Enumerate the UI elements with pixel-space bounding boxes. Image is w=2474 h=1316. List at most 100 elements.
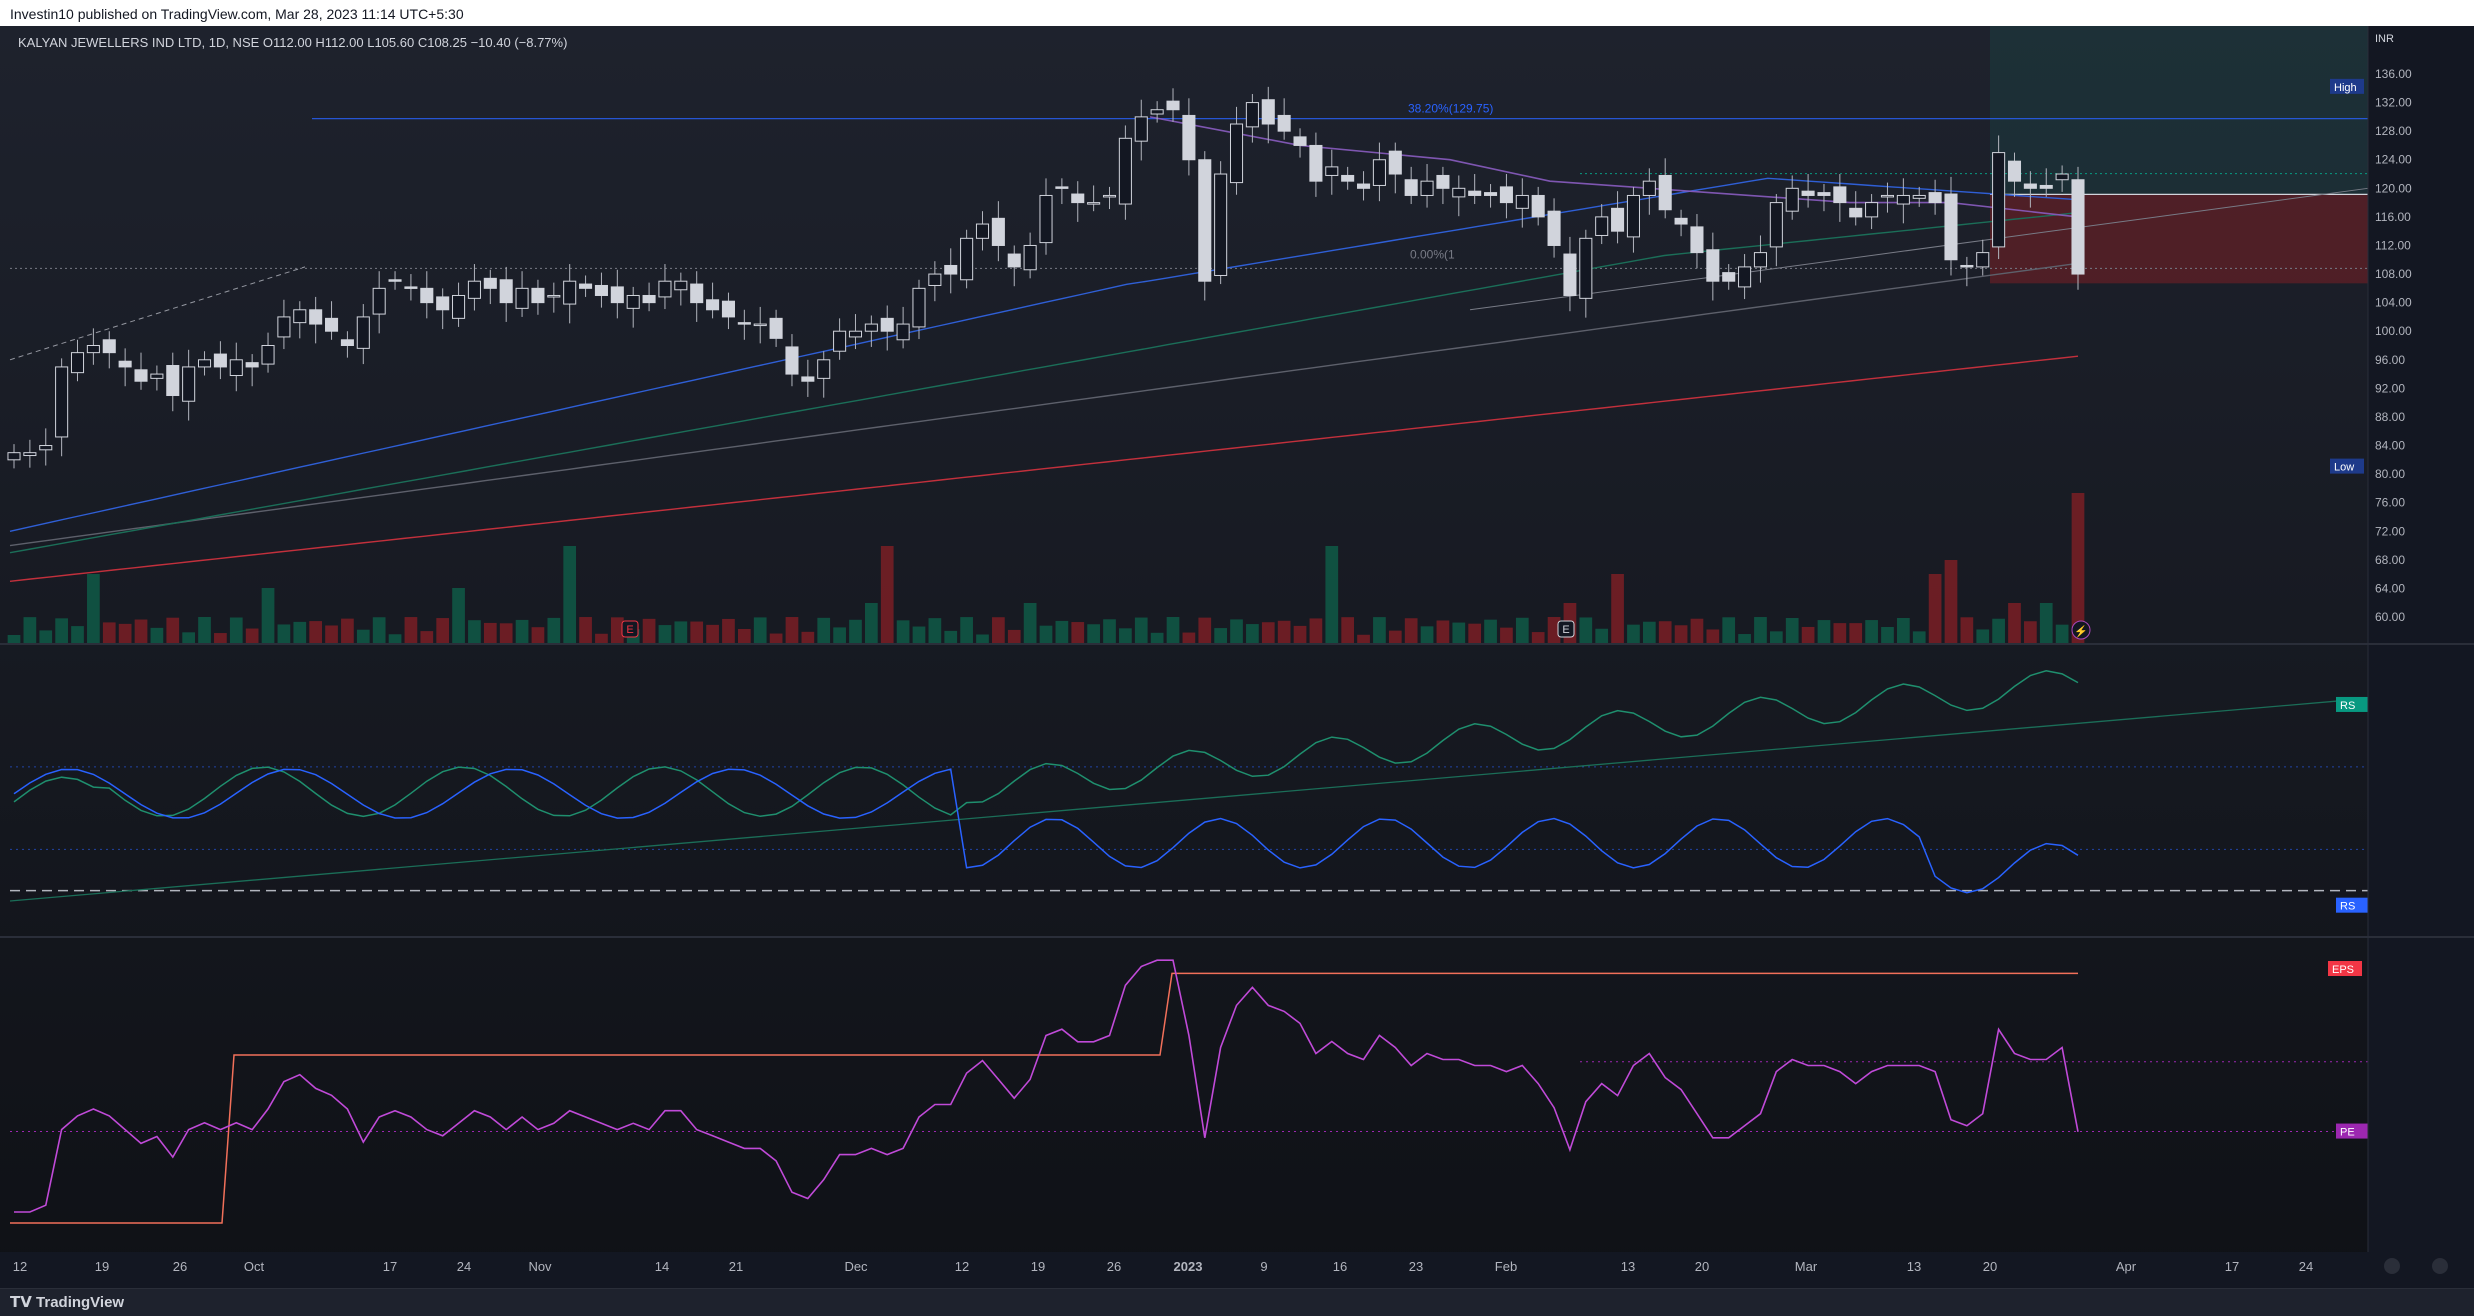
volume-bar [579,617,592,643]
candle-body [1293,136,1307,146]
candle-body [118,360,132,368]
candle-body [1118,137,1132,205]
flash-icon-label: ⚡ [2074,625,2088,638]
volume-bar [1500,627,1513,643]
candle-body [1690,226,1704,254]
candle-body [833,330,847,352]
volume-bar [372,617,386,643]
candle-body [293,309,307,324]
candle-body [737,322,751,325]
candle-body [1166,100,1180,111]
candle-body [436,296,450,311]
candle-body [1928,192,1942,204]
price-axis-bg [2368,26,2474,1288]
candle-body [1531,194,1545,218]
candle-body [563,280,577,305]
time-tick: 20 [1695,1259,1709,1274]
candle-body [452,294,466,319]
candle-body [1769,202,1783,248]
candle-body [658,280,672,298]
volume-bar [1023,603,1037,643]
volume-bar [944,630,958,643]
volume-bar [452,588,465,643]
candle-body [1182,114,1196,161]
candle-body [975,223,990,239]
volume-bar [1007,629,1021,643]
volume-bar [1642,621,1656,643]
candle-body [245,362,259,368]
candle-body [39,445,53,451]
fib-382-label: 38.20%(129.75) [1408,102,1493,116]
volume-bar [1214,628,1227,643]
volume-bar [39,630,53,643]
candle-body [404,286,418,289]
candle-body [1484,192,1498,196]
volume-bar [2055,624,2069,643]
candle-body [1309,144,1323,182]
volume-bar [1928,574,1942,643]
volume-bar [690,621,704,643]
volume-bar [912,626,926,643]
volume-bar [245,628,259,643]
time-tick: 12 [13,1259,27,1274]
candle-body [706,299,720,311]
candle-body [70,352,85,374]
time-tick: 21 [729,1259,743,1274]
price-tick: 84.00 [2375,439,2405,453]
volume-bar [515,619,529,643]
volume-bar [1531,632,1545,643]
price-tick: 104.00 [2375,296,2412,310]
candle-body [1436,174,1450,189]
time-tick: 19 [95,1259,109,1274]
volume-bar [1881,626,1894,643]
candle-body [2071,179,2085,275]
volume-bar [1992,618,2005,643]
volume-bar [356,629,370,643]
candle-body [388,279,402,282]
trend-line [9,266,306,361]
price-badge-tag [2328,961,2362,976]
volume-bar [1611,574,1624,643]
candle-body [1912,194,1926,199]
volume-bar [1452,622,1466,643]
candle-body [753,323,767,327]
candle-body [1214,173,1228,276]
price-tick: 80.00 [2375,467,2405,481]
candle-body [1658,174,1672,211]
volume-bar [928,618,942,643]
candle-body [960,237,974,281]
candle-body [912,287,926,328]
volume-bar [1341,617,1355,643]
volume-bar [880,546,894,643]
price-chart[interactable]: 38.20%(129.75) 0.00%(1 E E ⚡ KALYAN JEWELLERS… [0,26,2474,1288]
ma-100-line [9,262,2079,547]
eps-step-line [10,972,2078,1224]
candle-body [1547,210,1561,246]
tradingview-logo[interactable]: 𝗧𝗩 TradingView [10,1293,124,1311]
price-tick: 120.00 [2375,181,2412,195]
volume-bar [2039,603,2053,643]
price-tick: 108.00 [2375,267,2412,281]
price-tick: 132.00 [2375,96,2412,110]
volume-bar [1897,617,1910,643]
candle-body [642,294,656,304]
price-tick: 60.00 [2375,610,2405,624]
time-tick: 12 [955,1259,969,1274]
candle-body [1388,150,1402,175]
candle-body [1325,166,1339,176]
volume-bar [642,618,656,643]
volume-bar [420,631,434,643]
ma-20-line [9,177,2079,532]
volume-bar [785,617,799,643]
candle-body [769,317,783,339]
candle-body [134,369,148,382]
candle-body [1626,194,1640,238]
candle-body [7,452,21,461]
volume-bar [1912,631,1926,643]
time-tick: Apr [2116,1259,2137,1274]
volume-bar [1690,618,1704,643]
candle-body [2039,184,2053,189]
price-tick: 96.00 [2375,353,2405,367]
candle-body [1674,217,1688,225]
volume-bar [1801,626,1815,643]
